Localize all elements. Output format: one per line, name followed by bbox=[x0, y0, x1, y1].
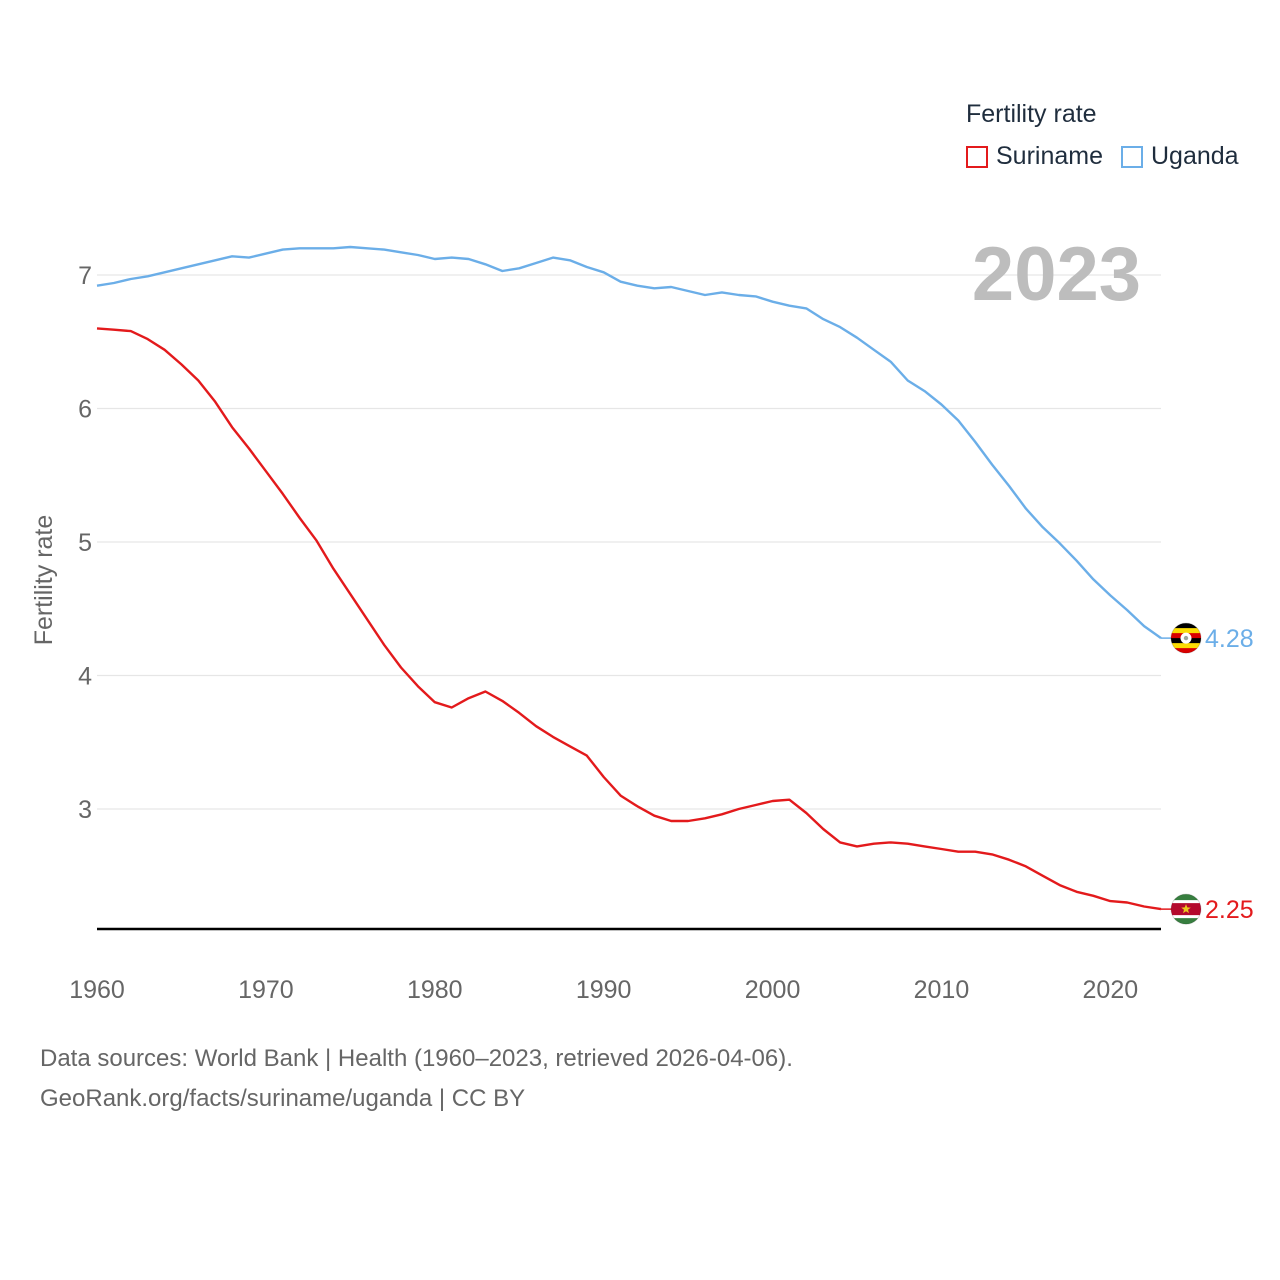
y-tick-label: 3 bbox=[78, 796, 92, 824]
suriname-flag-icon bbox=[1170, 893, 1202, 925]
legend-item-suriname[interactable]: Suriname bbox=[966, 142, 1103, 171]
y-axis-ticks: 3 4 5 6 7 bbox=[78, 262, 92, 824]
x-tick-label: 1980 bbox=[407, 976, 463, 1004]
legend-swatch-suriname bbox=[966, 145, 988, 168]
data-sources-note: Data sources: World Bank | Health (1960–… bbox=[40, 1045, 793, 1072]
legend-label-suriname: Suriname bbox=[996, 142, 1103, 170]
x-tick-label: 1960 bbox=[69, 976, 125, 1004]
y-tick-label: 6 bbox=[78, 396, 92, 424]
year-label: 2023 bbox=[972, 232, 1141, 317]
legend-item-uganda[interactable]: Uganda bbox=[1121, 142, 1239, 171]
end-value-label-suriname: 2.25 bbox=[1205, 896, 1254, 924]
x-tick-label: 1990 bbox=[576, 976, 632, 1004]
legend: Suriname Uganda bbox=[966, 142, 1257, 171]
x-axis-ticks: 1960 1970 1980 1990 2000 2010 2020 bbox=[69, 976, 1138, 1004]
series-line-uganda bbox=[96, 245, 1162, 640]
x-tick-label: 2000 bbox=[745, 976, 801, 1004]
y-axis-label: Fertility rate bbox=[30, 515, 58, 646]
x-tick-label: 1970 bbox=[238, 976, 294, 1004]
end-value-label-uganda: 4.28 bbox=[1205, 625, 1254, 653]
y-tick-label: 5 bbox=[78, 529, 92, 557]
legend-title: Fertility rate bbox=[966, 100, 1097, 128]
grid-lines bbox=[97, 274, 1161, 810]
legend-label-uganda: Uganda bbox=[1151, 142, 1239, 170]
attribution-link[interactable]: GeoRank.org/facts/suriname/uganda | CC B… bbox=[40, 1085, 526, 1112]
x-tick-label: 2020 bbox=[1083, 976, 1139, 1004]
series-line-suriname bbox=[96, 327, 1162, 911]
y-tick-label: 4 bbox=[78, 663, 92, 691]
series-lines bbox=[96, 245, 1162, 911]
series-end-labels: 2.25 4.28 bbox=[1161, 622, 1254, 925]
x-tick-label: 2010 bbox=[914, 976, 970, 1004]
legend-swatch-uganda bbox=[1121, 145, 1143, 168]
y-tick-label: 7 bbox=[78, 262, 92, 290]
uganda-flag-icon bbox=[1170, 622, 1202, 654]
